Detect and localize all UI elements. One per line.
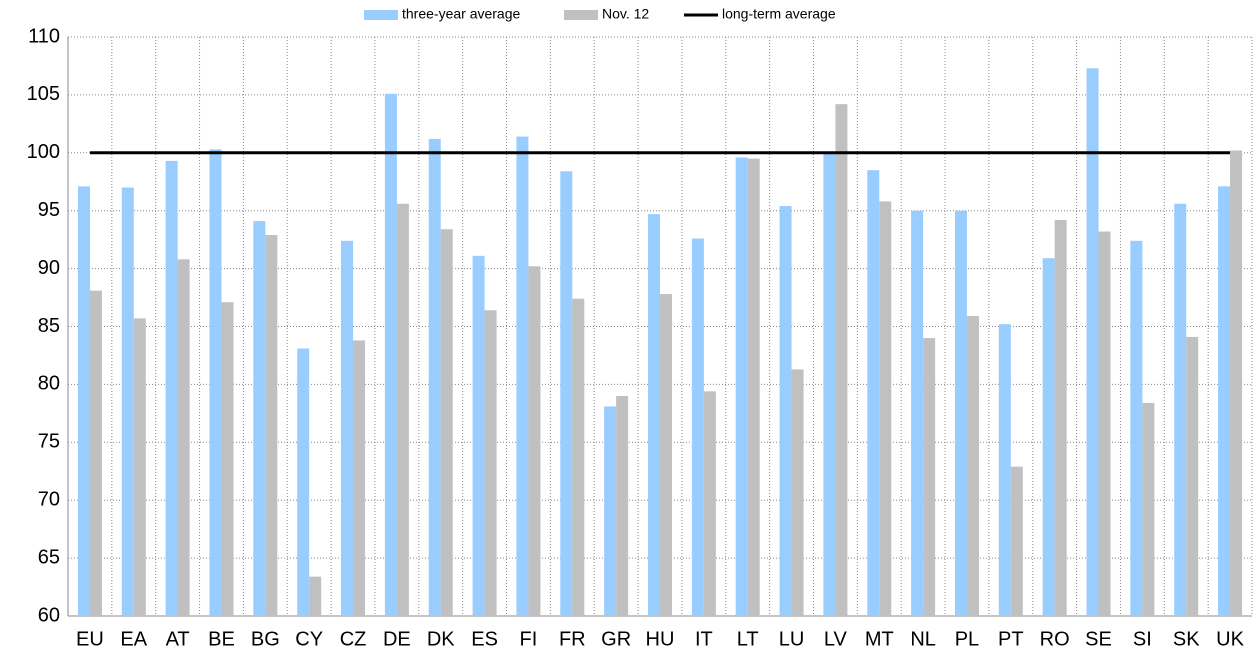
bar	[911, 210, 924, 616]
bar	[89, 290, 102, 616]
bar	[879, 201, 892, 616]
x-tick-label: RO	[1040, 628, 1070, 650]
bar	[428, 138, 441, 617]
y-tick-label: 110	[28, 25, 60, 47]
bar	[1142, 402, 1155, 616]
bar	[177, 259, 190, 616]
bar	[1010, 466, 1023, 616]
x-tick-label: LT	[737, 628, 759, 650]
bar	[966, 316, 979, 616]
bar	[209, 149, 222, 617]
bar	[835, 104, 848, 616]
x-tick-label: AT	[166, 628, 190, 650]
y-tick-label: 70	[38, 488, 60, 510]
x-tick-label: LV	[824, 628, 848, 650]
x-tick-label: HU	[646, 628, 675, 650]
bar	[604, 406, 617, 616]
bar	[616, 395, 629, 616]
y-tick-label: 90	[38, 257, 60, 279]
bar	[384, 93, 397, 616]
bar	[1054, 219, 1067, 617]
bar	[297, 348, 310, 616]
bar	[1186, 336, 1199, 616]
bar	[572, 298, 585, 616]
x-tick-label: LU	[779, 628, 805, 650]
x-tick-label: IT	[695, 628, 713, 650]
x-tick-label: MT	[865, 628, 894, 650]
bar	[747, 158, 760, 616]
x-tick-label: ES	[471, 628, 498, 650]
bar	[265, 235, 278, 616]
x-tick-label: CY	[295, 628, 323, 650]
bar	[660, 294, 672, 616]
x-tick-label: CZ	[340, 628, 367, 650]
legend-label: Nov. 12	[602, 6, 649, 22]
bar	[165, 160, 178, 616]
bar	[1042, 258, 1055, 616]
y-tick-label: 105	[27, 83, 60, 105]
y-tick-label: 60	[38, 604, 60, 626]
bar	[516, 136, 529, 616]
x-tick-label: PL	[955, 628, 979, 650]
x-tick-label: GR	[601, 628, 631, 650]
x-tick-label: BE	[208, 628, 235, 650]
bar	[735, 157, 748, 616]
bar	[1174, 203, 1187, 616]
bar	[77, 186, 90, 616]
bar	[1098, 231, 1111, 616]
x-tick-label: SK	[1173, 628, 1200, 650]
bar	[867, 170, 880, 617]
bar	[309, 576, 322, 616]
bar	[396, 203, 409, 616]
legend-label: three-year average	[402, 6, 521, 22]
bar	[1130, 240, 1143, 617]
x-tick-label: NL	[910, 628, 936, 650]
bar	[440, 229, 453, 616]
y-tick-label: 65	[38, 546, 60, 568]
x-tick-label: SI	[1133, 628, 1152, 650]
bar	[923, 338, 936, 616]
bar	[133, 318, 146, 616]
x-tick-label: DK	[427, 628, 455, 650]
bar	[253, 221, 266, 616]
y-tick-label: 75	[38, 431, 60, 453]
bar	[779, 206, 792, 616]
bar	[528, 266, 541, 616]
legend-label: long-term average	[722, 6, 836, 22]
bar	[472, 255, 485, 616]
x-tick-label: EA	[120, 628, 147, 650]
y-tick-label: 85	[38, 315, 60, 337]
x-tick-label: FR	[559, 628, 586, 650]
bar	[484, 310, 497, 616]
x-tick-label: PT	[998, 628, 1024, 650]
x-tick-label: DE	[383, 628, 411, 650]
bar	[341, 240, 354, 617]
bar	[954, 210, 967, 616]
bar	[791, 369, 804, 616]
bar	[353, 340, 366, 616]
bar	[648, 214, 660, 616]
bar	[560, 171, 573, 616]
bar	[1086, 68, 1099, 617]
x-tick-label: UK	[1216, 628, 1244, 650]
bar	[703, 391, 716, 616]
legend-swatch	[364, 10, 398, 20]
x-tick-label: FI	[520, 628, 538, 650]
bar	[121, 187, 134, 617]
bar	[1230, 150, 1243, 616]
x-tick-label: EU	[76, 628, 104, 650]
bar	[823, 152, 836, 617]
x-tick-label: SE	[1085, 628, 1112, 650]
y-tick-label: 95	[38, 199, 60, 221]
bar	[691, 238, 704, 616]
bar	[998, 324, 1011, 616]
x-tick-label: BG	[251, 628, 280, 650]
y-tick-label: 80	[38, 373, 60, 395]
bar	[1218, 186, 1231, 616]
bar	[221, 302, 234, 616]
legend-swatch	[564, 10, 598, 20]
y-tick-label: 100	[27, 141, 60, 163]
